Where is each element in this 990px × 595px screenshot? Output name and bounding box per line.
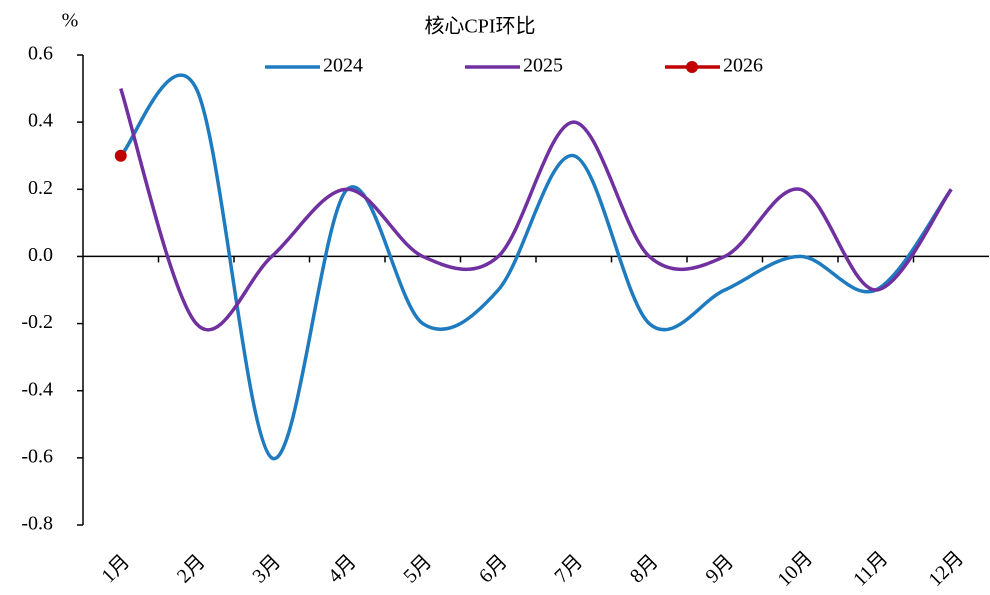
x-tick-label: 5月 <box>399 551 436 588</box>
legend-label: 2026 <box>723 55 763 77</box>
legend-label: 2024 <box>323 55 363 77</box>
y-tick-label: 0.4 <box>28 110 53 132</box>
x-tick-label: 10月 <box>773 547 817 591</box>
y-tick-label: 0.2 <box>28 177 53 199</box>
x-tick-label: 6月 <box>475 551 512 588</box>
x-tick-label: 7月 <box>550 551 587 588</box>
series-line <box>119 88 953 332</box>
series-line <box>119 73 953 461</box>
series-marker <box>114 149 127 162</box>
legend-marker <box>686 61 698 73</box>
x-tick-label: 1月 <box>97 551 134 588</box>
x-tick-label: 8月 <box>626 551 663 588</box>
y-tick-label: 0.6 <box>28 43 53 65</box>
y-tick-label: -0.8 <box>21 513 53 535</box>
y-tick-label: -0.4 <box>21 378 53 400</box>
x-tick-label: 12月 <box>924 547 968 591</box>
x-tick-label: 4月 <box>324 551 361 588</box>
y-tick-label: -0.2 <box>21 311 53 333</box>
x-tick-label: 2月 <box>173 551 210 588</box>
x-tick-label: 3月 <box>248 551 285 588</box>
y-tick-label: -0.6 <box>21 445 53 467</box>
x-tick-label: 9月 <box>701 551 738 588</box>
x-tick-label: 11月 <box>849 547 892 590</box>
legend-label: 2025 <box>523 55 563 77</box>
y-tick-label: 0.0 <box>28 244 53 266</box>
chart-title: 核心CPI环比 <box>424 15 535 38</box>
y-axis-unit: % <box>62 10 79 32</box>
